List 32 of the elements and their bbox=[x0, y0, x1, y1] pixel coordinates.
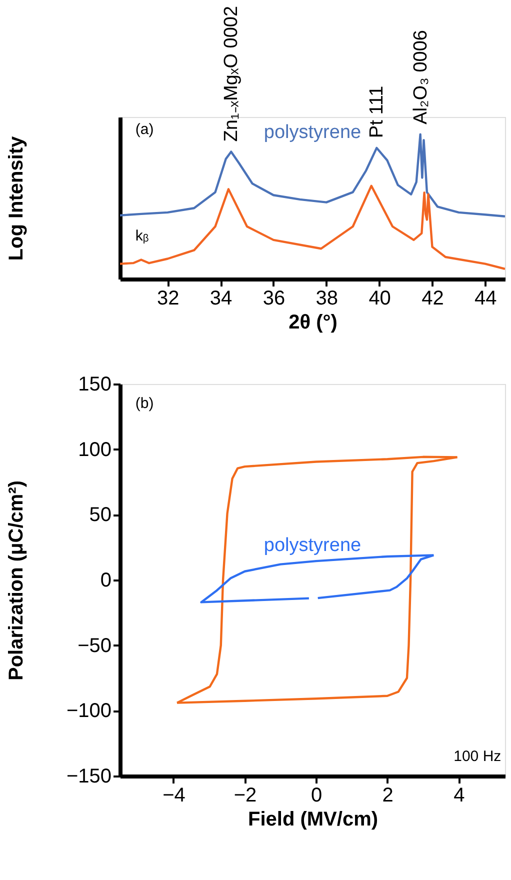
x-tick-label: −4 bbox=[162, 784, 186, 806]
x-tick-label: 34 bbox=[210, 288, 232, 310]
y-tick-label: −150 bbox=[66, 766, 112, 788]
y-tick-label: 100 bbox=[78, 438, 112, 461]
annotation: Zn₁₋ₓMgₓO 0002 bbox=[221, 6, 242, 142]
y-axis-title: Polarization (μC/cm²) bbox=[6, 480, 28, 681]
y-tick-label: 0 bbox=[100, 570, 112, 592]
y-tick-label: 150 bbox=[78, 374, 112, 396]
series-label: polystyrene bbox=[264, 122, 362, 143]
y-tick-label: −50 bbox=[78, 634, 112, 657]
annotation: kᵦ bbox=[135, 227, 149, 244]
y-tick-label: 50 bbox=[89, 504, 112, 526]
x-tick-label: 4 bbox=[454, 784, 465, 806]
x-tick-label: 38 bbox=[316, 288, 338, 310]
y-tick-label: −100 bbox=[66, 700, 112, 722]
x-tick-label: 2 bbox=[382, 784, 394, 806]
annotation: Al₂O₃ 0006 bbox=[410, 30, 432, 124]
x-tick-label: 42 bbox=[422, 288, 444, 310]
annotation: 100 Hz bbox=[454, 748, 502, 766]
x-tick-label: 40 bbox=[368, 288, 391, 310]
annotation: (a) bbox=[135, 120, 154, 138]
x-tick-label: 36 bbox=[262, 288, 286, 310]
x-axis-title: 2θ (°) bbox=[288, 312, 338, 334]
x-tick-label: 32 bbox=[157, 288, 180, 310]
x-tick-label: 44 bbox=[474, 288, 497, 310]
x-tick-label: 0 bbox=[311, 784, 322, 806]
annotation: (b) bbox=[135, 394, 154, 412]
y-axis-title: Log Intensity bbox=[6, 135, 28, 261]
x-tick-label: −2 bbox=[234, 784, 257, 806]
x-axis-title: Field (MV/cm) bbox=[248, 808, 378, 830]
series-label: polystyrene bbox=[264, 535, 362, 556]
annotation: Pt 111 bbox=[366, 86, 388, 138]
